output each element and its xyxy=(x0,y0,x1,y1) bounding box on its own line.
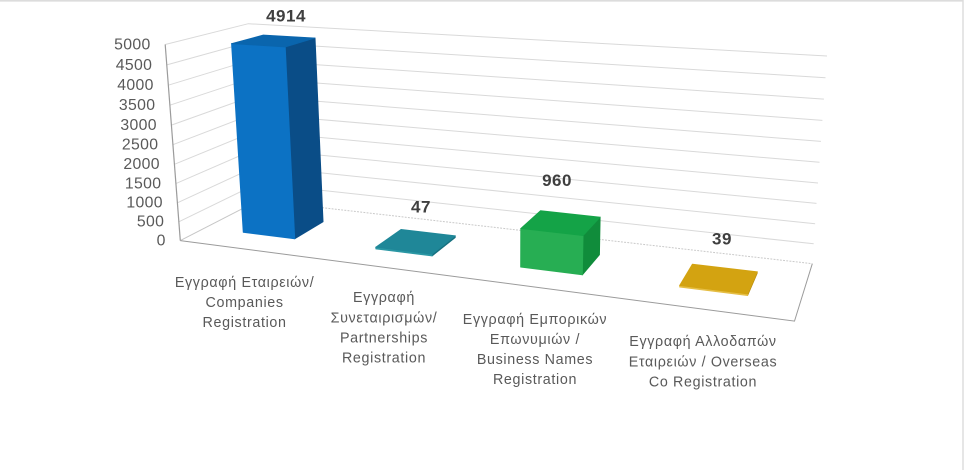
svg-text:2000: 2000 xyxy=(123,156,160,173)
svg-text:Registration: Registration xyxy=(493,372,577,388)
svg-text:Εγγραφή Εμπορικών: Εγγραφή Εμπορικών xyxy=(463,312,607,328)
svg-text:960: 960 xyxy=(542,171,572,190)
svg-text:1000: 1000 xyxy=(126,195,163,212)
svg-text:Partnerships: Partnerships xyxy=(340,330,428,346)
svg-text:Registration: Registration xyxy=(203,315,287,331)
svg-text:4914: 4914 xyxy=(266,7,306,26)
svg-text:Business Names: Business Names xyxy=(477,352,593,368)
svg-text:Εγγραφή Αλλοδαπών: Εγγραφή Αλλοδαπών xyxy=(629,334,776,350)
svg-text:4000: 4000 xyxy=(117,77,154,94)
svg-text:47: 47 xyxy=(411,198,431,217)
svg-text:2500: 2500 xyxy=(122,137,159,154)
svg-text:Εγγραφή: Εγγραφή xyxy=(353,290,415,306)
svg-text:Registration: Registration xyxy=(342,351,426,367)
svg-text:39: 39 xyxy=(712,230,732,249)
svg-text:500: 500 xyxy=(137,214,164,231)
svg-text:Επωνυμιών /: Επωνυμιών / xyxy=(490,332,580,348)
svg-text:4500: 4500 xyxy=(116,57,153,74)
svg-text:Εταιρειών / Overseas: Εταιρειών / Overseas xyxy=(629,354,778,370)
svg-text:Co Registration: Co Registration xyxy=(649,375,757,391)
svg-text:1500: 1500 xyxy=(125,176,162,193)
svg-text:5000: 5000 xyxy=(114,36,151,53)
svg-text:Συνεταιρισμών/: Συνεταιρισμών/ xyxy=(331,310,438,326)
svg-text:Companies: Companies xyxy=(206,295,284,311)
svg-text:3500: 3500 xyxy=(119,97,156,114)
svg-text:Εγγραφή Εταιρειών/: Εγγραφή Εταιρειών/ xyxy=(175,275,315,291)
svg-text:3000: 3000 xyxy=(120,117,157,134)
svg-text:0: 0 xyxy=(157,233,166,250)
